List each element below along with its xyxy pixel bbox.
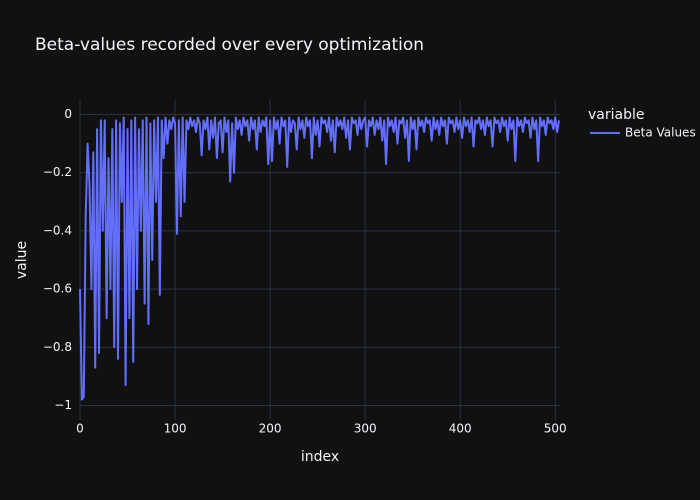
y-tick-label: −0.2 [43, 165, 72, 179]
y-tick-label: −0.6 [43, 282, 72, 296]
x-tick-label: 400 [449, 422, 472, 436]
y-tick-label: −1 [54, 398, 72, 412]
x-tick-label: 300 [354, 422, 377, 436]
y-tick-label: 0 [64, 107, 72, 121]
data-line [79, 116, 561, 401]
x-axis-label: index [301, 449, 339, 465]
x-tick-label: 500 [544, 422, 567, 436]
y-axis-label: value [14, 241, 30, 279]
legend-label: Beta Values [625, 126, 696, 140]
chart-title: Beta-values recorded over every optimiza… [35, 35, 424, 55]
x-tick-label: 200 [259, 422, 282, 436]
legend-title: variable [588, 107, 644, 123]
x-tick-label: 100 [164, 422, 187, 436]
y-tick-label: −0.4 [43, 223, 72, 237]
y-tick-label: −0.8 [43, 340, 72, 354]
x-tick-label: 0 [76, 422, 84, 436]
